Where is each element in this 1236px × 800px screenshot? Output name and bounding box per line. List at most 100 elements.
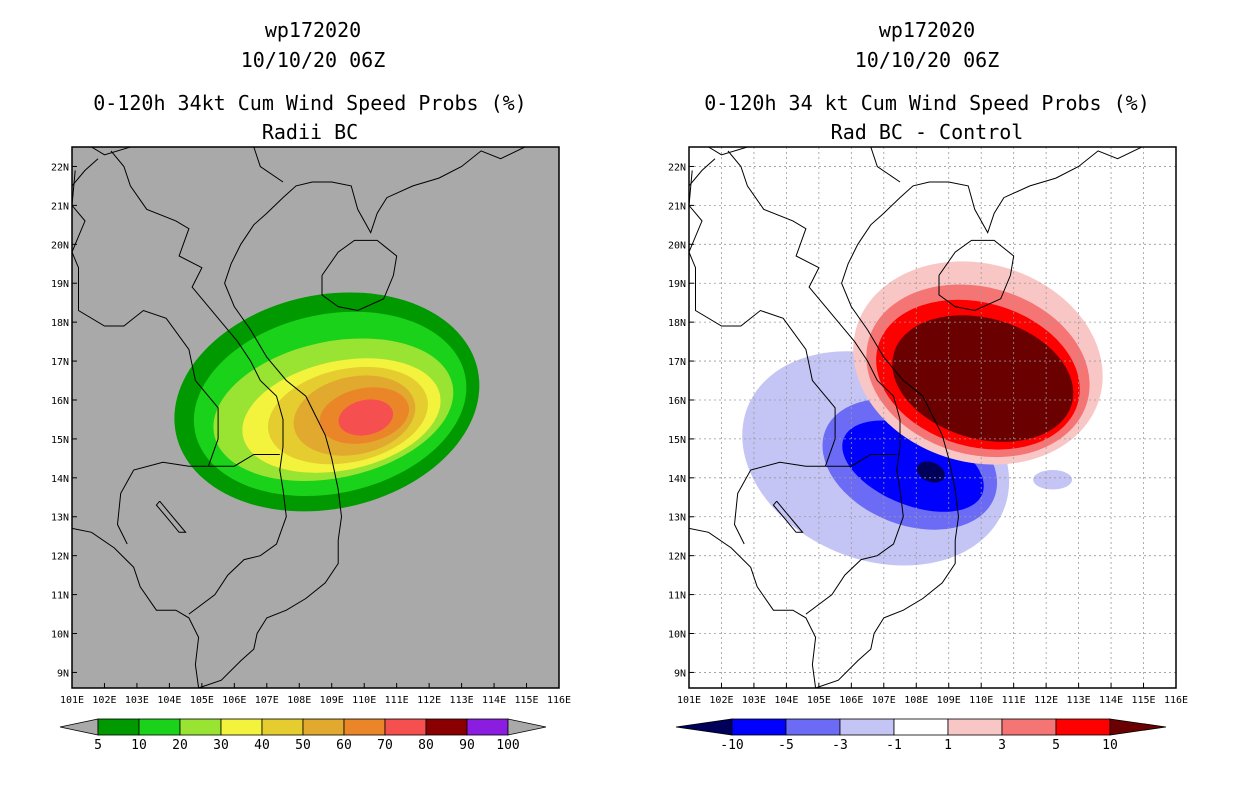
coastline-8	[689, 158, 716, 187]
colorbar-label: 5	[94, 738, 102, 753]
lon-label: 116E	[547, 695, 571, 706]
colorbar-swatch	[138, 718, 181, 736]
left-chart-subtitle: Radii BC	[262, 120, 358, 144]
colorbar-label: 50	[295, 738, 311, 753]
lat-label: 13N	[668, 513, 686, 524]
right-map-frame	[688, 146, 1177, 689]
lon-label: 113E	[450, 695, 474, 706]
lon-label: 110E	[352, 695, 376, 706]
left-chart-title: 0-120h 34kt Cum Wind Speed Probs (%)	[93, 91, 526, 115]
lat-label: 16N	[51, 396, 69, 407]
prob-contour-70	[338, 399, 394, 436]
coastline-7	[772, 500, 804, 533]
colorbar-label: 40	[254, 738, 270, 753]
lat-label: 14N	[668, 474, 686, 485]
lat-label: 22N	[51, 162, 69, 173]
right-lon-labels: 101E 102E 103E 104E 105E 106E 107E 108E 109E 110E…	[677, 683, 1188, 706]
diff-contour-pos-10	[892, 315, 1074, 442]
colorbar-label: 90	[459, 738, 475, 753]
colorbar-label: -10	[720, 738, 743, 753]
colorbar-swatch	[343, 718, 386, 736]
left-lat-labels: 22N 21N 20N 19N 18N 17N 16N 15N 14N 13N 12N 11N 10N 9…	[51, 162, 77, 679]
coastline-2	[253, 147, 284, 183]
lon-label: 107E	[872, 695, 896, 706]
colorbar-swatch	[1055, 718, 1111, 736]
lon-label: 105E	[190, 695, 214, 706]
lon-label: 102E	[709, 695, 733, 706]
lat-label: 20N	[51, 240, 69, 251]
coastline-2	[870, 147, 901, 183]
right-lat-labels: 22N 21N 20N 19N 18N 17N 16N 15N 14N 13N 12N 11N 10N 9…	[668, 162, 694, 679]
lon-label: 108E	[287, 695, 311, 706]
colorbar-swatch	[1001, 718, 1057, 736]
right-colorbar: -10 -5 -3 -1 1 3 5 10	[675, 718, 1167, 753]
lat-label: 11N	[51, 591, 69, 602]
lon-label: 106E	[839, 695, 863, 706]
diff-blob-neg-east	[1033, 470, 1073, 490]
coastline-5	[733, 461, 826, 545]
colorbar-label: -1	[886, 738, 902, 753]
left-map-frame	[71, 146, 560, 689]
lat-label: 12N	[51, 552, 69, 563]
lon-label: 112E	[417, 695, 441, 706]
left-map: 22N 21N 20N 19N 18N 17N 16N 15N 14N 13N 12N 11N 10N 9…	[51, 146, 571, 706]
left-panel-titles: wp172020 10/10/20 06Z 0-120h 34kt Cum Wi…	[93, 18, 526, 144]
coastline-9	[91, 147, 132, 156]
colorbar-swatch	[893, 718, 949, 736]
lon-label: 106E	[222, 695, 246, 706]
left-date: 10/10/20 06Z	[241, 48, 386, 72]
coastline-0	[689, 147, 1144, 688]
colorbar-label: 10	[131, 738, 147, 753]
coastline-3	[110, 150, 287, 615]
colorbar-label: 5	[1052, 738, 1060, 753]
lon-label: 104E	[774, 695, 798, 706]
coastline-6	[208, 454, 280, 467]
colorbar-swatch	[261, 718, 304, 736]
lat-label: 15N	[51, 435, 69, 446]
colorbar-label: 70	[377, 738, 393, 753]
lon-label: 107E	[255, 695, 279, 706]
lon-label: 103E	[742, 695, 766, 706]
colorbar-swatch	[785, 718, 841, 736]
left-probability-field	[174, 292, 480, 512]
lat-label: 10N	[51, 630, 69, 641]
lon-label: 109E	[320, 695, 344, 706]
lon-label: 105E	[807, 695, 831, 706]
lat-label: 20N	[668, 240, 686, 251]
lat-label: 21N	[668, 201, 686, 212]
lat-label: 16N	[668, 396, 686, 407]
lat-label: 17N	[51, 357, 69, 368]
colorbar-label: 60	[336, 738, 352, 753]
lat-label: 19N	[668, 279, 686, 290]
lon-label: 114E	[482, 695, 506, 706]
colorbar-over-triangle	[1109, 718, 1167, 736]
lat-label: 13N	[51, 513, 69, 524]
coastline-4	[689, 170, 836, 467]
left-storm-id: wp172020	[265, 18, 361, 42]
coastline-7	[155, 500, 187, 533]
colorbar-swatch	[839, 718, 895, 736]
lat-label: 9N	[57, 668, 69, 679]
lon-label: 110E	[969, 695, 993, 706]
lat-label: 21N	[51, 201, 69, 212]
lat-label: 12N	[668, 552, 686, 563]
coastline-4	[72, 170, 219, 467]
coastline-3	[727, 150, 904, 615]
lon-label: 113E	[1067, 695, 1091, 706]
right-panel-titles: wp172020 10/10/20 06Z 0-120h 34 kt Cum W…	[704, 18, 1150, 144]
coastline-1	[321, 239, 398, 312]
coastline-8	[72, 158, 99, 187]
lon-label: 112E	[1034, 695, 1058, 706]
colorbar-swatch	[425, 718, 468, 736]
coastline-6	[825, 454, 897, 467]
lat-label: 15N	[668, 435, 686, 446]
right-storm-id: wp172020	[879, 18, 975, 42]
lon-label: 101E	[60, 695, 84, 706]
right-coastlines	[689, 147, 1144, 688]
colorbar-swatch	[97, 718, 140, 736]
right-date: 10/10/20 06Z	[855, 48, 1000, 72]
colorbar-swatch	[466, 718, 509, 736]
lat-label: 14N	[51, 474, 69, 485]
right-gridlines	[689, 147, 1176, 688]
